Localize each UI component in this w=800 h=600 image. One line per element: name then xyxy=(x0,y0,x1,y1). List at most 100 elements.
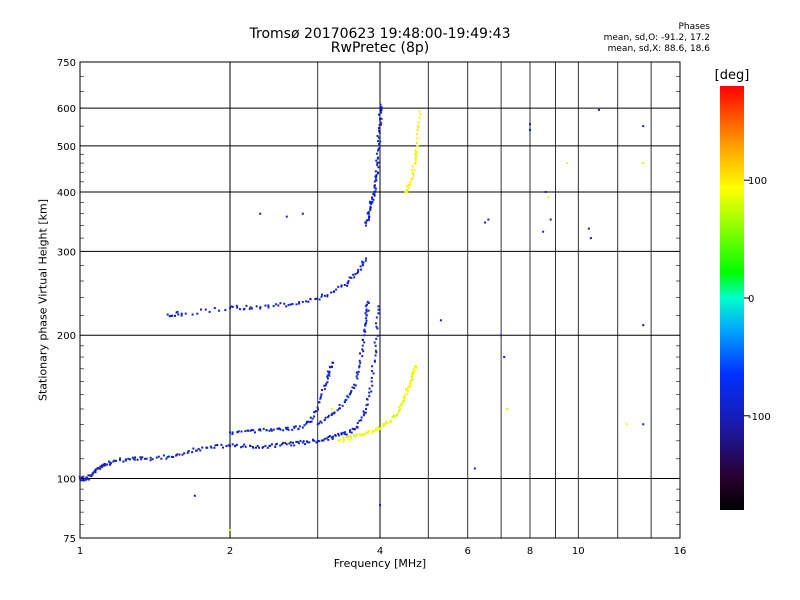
data-point xyxy=(356,377,359,380)
data-point xyxy=(143,457,146,460)
data-point xyxy=(384,423,387,426)
data-point xyxy=(272,428,275,431)
data-point xyxy=(91,472,94,475)
data-point xyxy=(353,428,356,431)
data-point xyxy=(170,314,173,317)
data-point xyxy=(145,457,148,460)
data-point xyxy=(340,433,343,436)
data-point xyxy=(322,439,325,442)
data-point xyxy=(266,446,269,449)
data-point xyxy=(285,215,288,218)
data-point xyxy=(356,272,359,275)
data-point xyxy=(270,429,273,432)
data-point xyxy=(326,416,329,419)
data-point xyxy=(92,471,95,474)
data-point xyxy=(100,464,103,467)
data-point xyxy=(350,431,353,434)
data-point xyxy=(331,412,334,415)
data-point xyxy=(393,415,396,418)
colorbar-tick-label: 100 xyxy=(748,176,767,187)
data-point xyxy=(176,310,179,313)
data-point xyxy=(368,215,371,218)
data-point xyxy=(286,426,289,429)
data-point xyxy=(259,307,262,310)
data-point xyxy=(309,421,312,424)
data-point xyxy=(375,174,378,177)
data-point xyxy=(328,372,331,375)
data-point xyxy=(330,413,333,416)
data-point xyxy=(383,423,386,426)
data-point xyxy=(346,395,349,398)
data-point xyxy=(326,295,329,298)
data-point xyxy=(229,307,231,310)
data-point xyxy=(371,370,374,373)
data-point xyxy=(295,440,298,443)
data-point xyxy=(337,432,340,435)
data-point xyxy=(330,407,333,410)
data-point xyxy=(378,142,381,145)
data-point xyxy=(377,136,380,139)
data-point xyxy=(402,396,405,399)
data-point xyxy=(375,159,378,162)
data-point xyxy=(360,416,363,419)
data-point xyxy=(376,162,379,165)
data-point xyxy=(587,227,590,230)
data-point xyxy=(338,403,341,406)
data-point xyxy=(280,443,283,446)
data-point xyxy=(299,439,302,442)
data-point xyxy=(210,446,213,449)
data-point xyxy=(343,431,346,434)
data-point xyxy=(363,341,366,344)
data-point xyxy=(149,459,152,462)
data-point xyxy=(233,444,236,447)
data-point xyxy=(348,430,351,433)
data-point xyxy=(93,469,96,472)
data-point xyxy=(368,395,371,398)
data-point xyxy=(284,426,287,429)
stats-heading: Phases xyxy=(678,22,710,32)
data-point xyxy=(398,409,401,412)
data-point xyxy=(220,443,223,446)
data-point xyxy=(347,438,350,441)
data-point xyxy=(350,389,353,392)
data-point xyxy=(406,390,409,393)
data-point xyxy=(157,455,160,458)
data-point xyxy=(305,300,308,303)
x-axis-label: Frequency [MHz] xyxy=(333,557,427,570)
data-point xyxy=(298,442,301,445)
data-point xyxy=(377,127,380,130)
data-point xyxy=(417,126,420,129)
data-point xyxy=(412,176,415,179)
data-point xyxy=(412,368,415,371)
data-point xyxy=(362,414,365,417)
data-point xyxy=(99,465,102,468)
data-point xyxy=(216,443,219,446)
data-point xyxy=(359,433,362,436)
data-point xyxy=(414,159,417,162)
data-point xyxy=(349,429,352,432)
data-point xyxy=(352,433,355,436)
data-point xyxy=(346,436,349,439)
data-point xyxy=(326,294,329,297)
data-point xyxy=(320,439,323,442)
data-point xyxy=(365,407,368,410)
data-point xyxy=(270,443,273,446)
data-point xyxy=(333,290,336,293)
data-point xyxy=(354,384,357,387)
data-point xyxy=(375,427,378,430)
data-point xyxy=(343,400,346,403)
data-point xyxy=(328,365,331,368)
data-point xyxy=(323,294,326,297)
data-point xyxy=(404,388,407,391)
axis-ticks: 1 2 4 6 8 10 16 75 100 200 300 400 500 600 750 xyxy=(57,58,686,557)
data-point xyxy=(244,430,247,433)
data-point xyxy=(394,415,397,418)
data-point xyxy=(269,444,272,447)
colorbar-ticks: 100 0 -100 xyxy=(744,176,771,423)
data-point xyxy=(365,314,368,317)
data-point xyxy=(311,417,314,420)
data-point xyxy=(340,432,343,435)
data-point xyxy=(529,123,531,126)
data-point xyxy=(247,429,250,432)
data-point xyxy=(231,443,234,446)
